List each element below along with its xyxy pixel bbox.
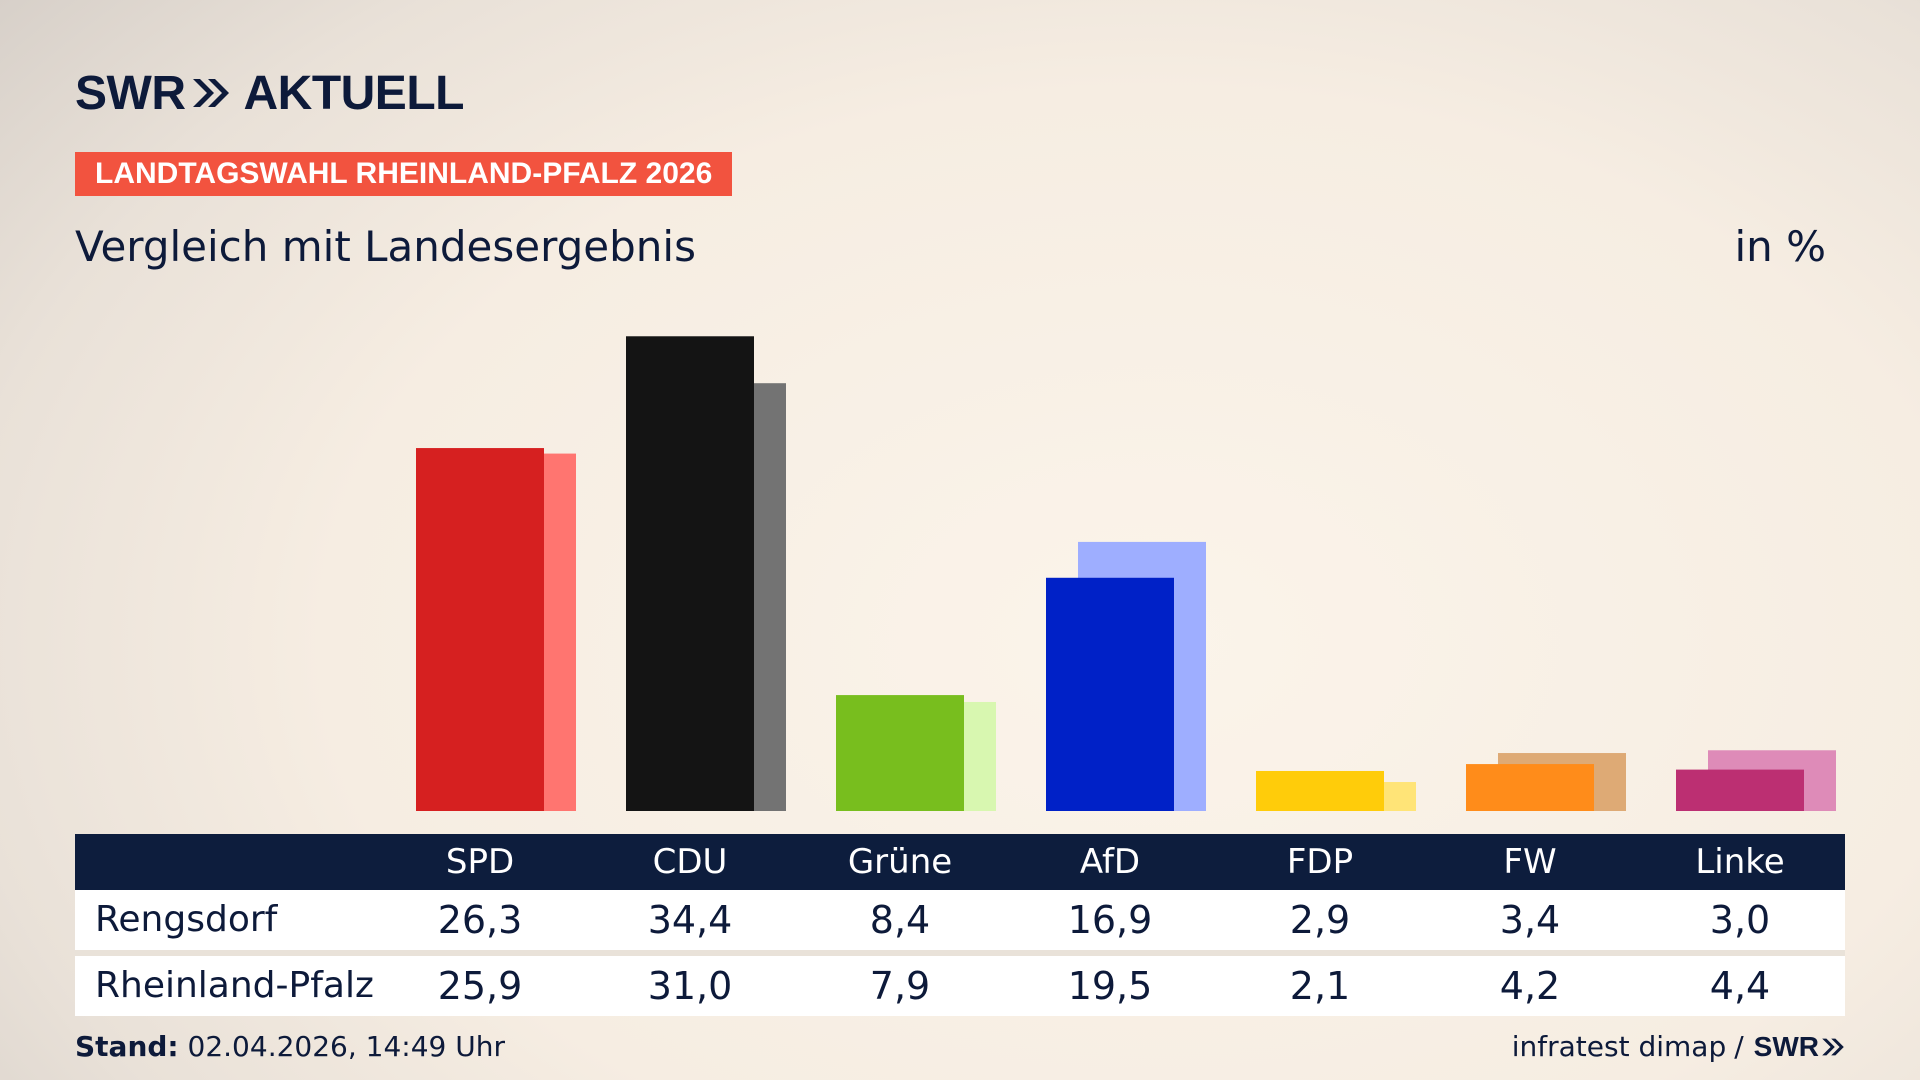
table-cell: 2,9 [1289, 898, 1351, 942]
table-cell: 16,9 [1067, 898, 1153, 942]
column-header: AfD [1079, 842, 1141, 882]
results-table: SPD CDU Grüne AfD FDP FW Linke Rengsdorf 26,3 3… [75, 834, 1845, 1016]
column-header: SPD [445, 842, 515, 882]
swr-aktuell-logo: SWR AKTUELL [75, 66, 464, 121]
double-chevron-right-icon [191, 66, 231, 121]
election-tag: LANDTAGSWAHL RHEINLAND-PFALZ 2026 [75, 152, 733, 196]
column-header: FW [1503, 842, 1557, 882]
source-text: infratest dimap [1511, 1030, 1727, 1063]
column-header: CDU [652, 842, 728, 882]
column-header: Grüne [847, 842, 953, 882]
bar-rengsdorf-cdu [626, 336, 754, 811]
bar-rengsdorf-linke [1676, 769, 1804, 811]
stand-label: Stand: [75, 1030, 179, 1063]
table-cell: 8,4 [869, 898, 931, 942]
bar-chart [416, 336, 1836, 811]
unit-label: in % [1734, 222, 1826, 271]
bar-rengsdorf-afd [1046, 577, 1174, 811]
brand-aktuell: AKTUELL [243, 67, 464, 120]
table-cell: 4,2 [1499, 964, 1561, 1008]
table-cell: 2,1 [1289, 964, 1351, 1008]
table-cell: 4,4 [1709, 964, 1771, 1008]
bar-rengsdorf-spd [416, 448, 544, 811]
row-label: Rheinland-Pfalz [95, 965, 374, 1006]
column-header: Linke [1695, 842, 1785, 882]
table-cell: 3,4 [1499, 898, 1561, 942]
bar-rengsdorf-fw [1466, 764, 1594, 811]
chart-subtitle: Vergleich mit Landesergebnis [75, 222, 696, 271]
double-chevron-right-icon [1822, 1038, 1844, 1055]
bar-rengsdorf-fdp [1256, 770, 1384, 811]
source-brand: SWR [1753, 1030, 1819, 1062]
table-row-rheinland-pfalz: Rheinland-Pfalz 25,9 31,0 7,9 19,5 2,1 4,2 4,4 [75, 956, 1845, 1016]
table-cell: 34,4 [647, 898, 733, 942]
timestamp: Stand: 02.04.2026, 14:49 Uhr [75, 1030, 505, 1063]
table-cell: 25,9 [437, 964, 523, 1008]
table-cell: 7,9 [869, 964, 931, 1008]
table-cell: 31,0 [647, 964, 733, 1008]
source-credit: infratest dimap / SWR [1512, 1030, 1845, 1063]
stand-value: 02.04.2026, 14:49 Uhr [187, 1030, 505, 1063]
table-row-rengsdorf: Rengsdorf 26,3 34,4 8,4 16,9 2,9 3,4 3,0 [75, 890, 1845, 950]
table-cell: 3,0 [1709, 898, 1771, 942]
table-cell: 19,5 [1067, 964, 1153, 1008]
row-label: Rengsdorf [95, 899, 278, 940]
column-header: FDP [1286, 842, 1354, 882]
source-separator: / [1734, 1030, 1744, 1063]
table-header: SPD CDU Grüne AfD FDP FW Linke [75, 834, 1845, 890]
brand-swr: SWR [75, 67, 186, 120]
table-cell: 26,3 [437, 898, 523, 942]
bar-rengsdorf-grüne [836, 695, 964, 811]
